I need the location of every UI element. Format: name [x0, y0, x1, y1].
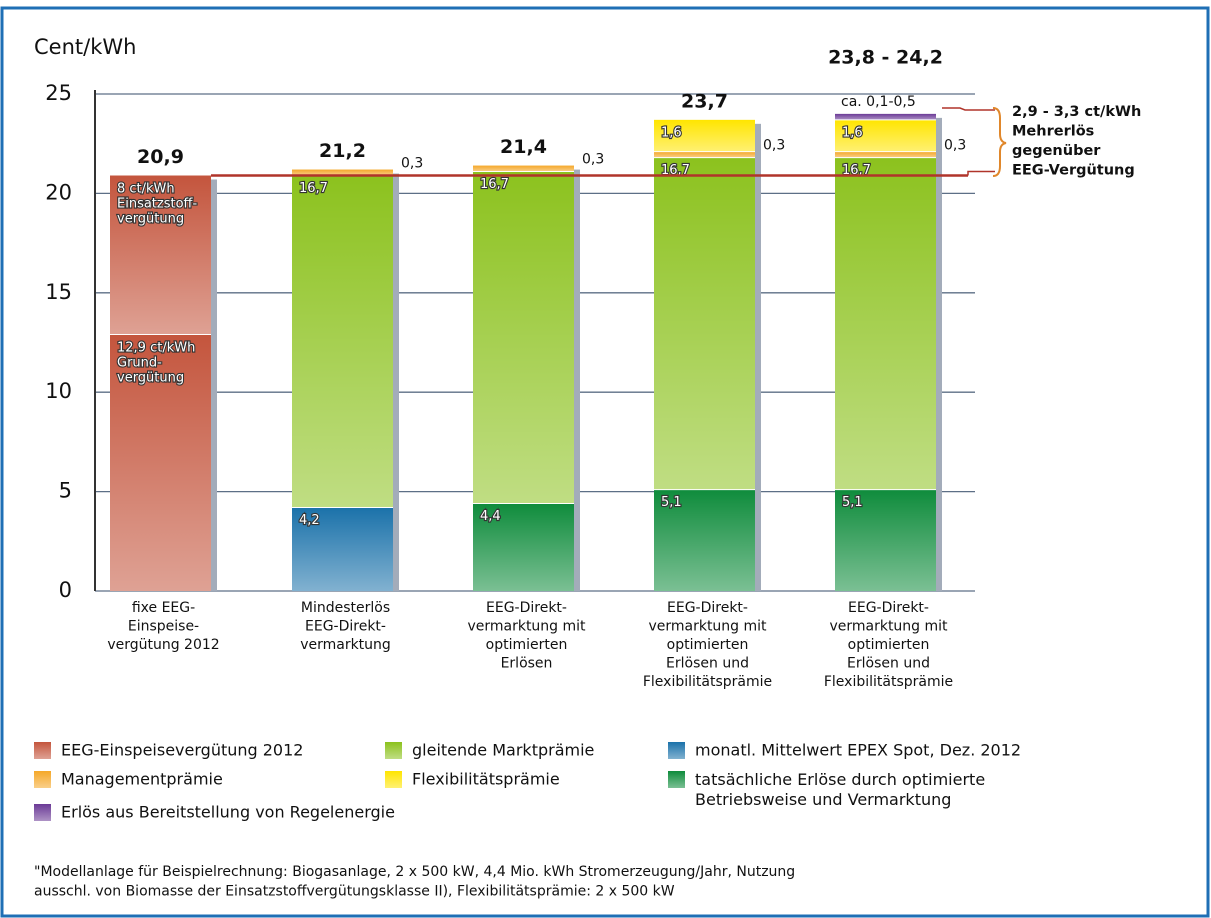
legend-swatch-shade	[385, 771, 402, 788]
bar-shadow	[755, 123, 761, 592]
bar-shadow	[936, 117, 942, 591]
total-label: 23,7	[681, 90, 728, 112]
x-tick-label: fixe EEG-Einspeise-vergütung 2012	[107, 600, 219, 653]
bar-segment-shade	[110, 175, 211, 335]
annotation: 2,9 - 3,3 ct/kWh Mehrerlös gegenüber EEG-Ve…	[1012, 104, 1141, 179]
legend-label: gleitende Marktprämie	[412, 741, 594, 760]
bar-segment-shade	[654, 489, 755, 591]
total-label: 21,4	[500, 136, 547, 158]
legend-label: Erlös aus Bereitstellung von Regelenergi…	[61, 803, 395, 822]
value-label: 0,3	[944, 138, 966, 154]
legend-swatch-shade	[34, 742, 51, 759]
value-label: 0,3	[763, 138, 785, 154]
bar-segment-shade	[473, 165, 574, 172]
bar-segment-shade	[110, 334, 211, 591]
y-tick-label: 20	[45, 180, 72, 204]
legend-label: monatl. Mittelwert EPEX Spot, Dez. 2012	[695, 741, 1021, 760]
bar-shadow	[574, 169, 580, 591]
bar-segment-shade	[654, 157, 755, 490]
legend-swatch-shade	[668, 742, 685, 759]
value-label: 0,3	[582, 152, 604, 168]
bar-segment-shade	[292, 169, 393, 176]
legend-label: Flexibilitätsprämie	[412, 770, 560, 789]
x-tick-label: EEG-Direkt-vermarktung mit optimierten Erl…	[824, 600, 953, 690]
value-label: 4,4	[480, 509, 501, 524]
bar-segment-shade	[473, 503, 574, 591]
legend-swatch-shade	[34, 771, 51, 788]
value-label: 4,2	[299, 513, 320, 528]
value-label: 5,1	[842, 495, 863, 510]
bar-segment-shade	[654, 119, 755, 152]
reference-connector	[967, 170, 995, 176]
value-label: 0,3	[401, 156, 423, 172]
bar-segment-shade	[473, 171, 574, 504]
bar-segment-shade	[835, 119, 936, 152]
bar-segment-shade	[835, 157, 936, 490]
bar-segment-shade	[835, 489, 936, 591]
legend-label: EEG-Einspeisevergütung 2012	[61, 741, 303, 760]
value-label: ca. 0,1-0,5	[841, 94, 916, 110]
value-label: 8 ct/kWh Einsatzstoff-vergütung	[117, 181, 198, 226]
legend-label: tatsächliche Erlöse durch optimierte Betr…	[695, 770, 985, 809]
frame	[0, 6, 1210, 918]
total-label: 21,2	[319, 140, 366, 162]
value-label: 12,9 ct/kWh Grund-vergütung	[117, 340, 195, 385]
y-axis-label: Cent/kWh	[34, 35, 136, 59]
y-tick-label: 10	[45, 379, 72, 403]
reference-connector	[942, 107, 995, 111]
y-tick-label: 25	[45, 81, 72, 105]
bar-segment-shade	[654, 151, 755, 158]
y-tick-label: 15	[45, 280, 72, 304]
y-tick-label: 5	[59, 479, 72, 503]
legend-swatch-shade	[385, 742, 402, 759]
footnote: "Modellanlage für Beispielrechnung: Biog…	[34, 864, 795, 900]
y-tick-label: 0	[59, 578, 72, 602]
legend-label: Managementprämie	[61, 770, 223, 789]
total-label: 23,8 - 24,2	[828, 46, 943, 68]
bar-segment-shade	[292, 507, 393, 591]
legend-swatch-shade	[34, 804, 51, 821]
bar-shadow	[211, 179, 217, 591]
value-label: 5,1	[661, 495, 682, 510]
x-tick-label: Mindesterlös EEG-Direkt-vermarktung	[300, 600, 391, 653]
value-label: 1,6	[661, 125, 682, 140]
value-label: 16,7	[480, 177, 509, 192]
bar-segment-shade	[835, 151, 936, 158]
legend-swatch-shade	[668, 771, 685, 788]
bar-segment-shade	[292, 175, 393, 508]
x-tick-label: EEG-Direkt-vermarktung mit optimierten Erl…	[467, 600, 586, 672]
bar-segment-shade	[835, 113, 936, 120]
brace	[992, 107, 1007, 177]
value-label: 16,7	[299, 181, 328, 196]
x-tick-label: EEG-Direkt-vermarktung mit optimierten Erl…	[643, 600, 772, 690]
value-label: 1,6	[842, 125, 863, 140]
bar-shadow	[393, 173, 399, 591]
total-label: 20,9	[137, 146, 184, 168]
